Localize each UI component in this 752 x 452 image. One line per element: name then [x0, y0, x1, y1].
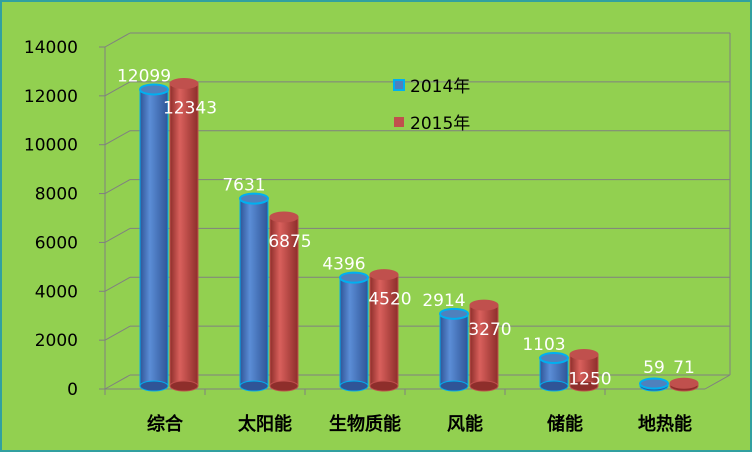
y-tick-label: 14000: [24, 38, 78, 58]
bar-2015年-生物质能: [369, 274, 399, 387]
x-tick-label: 储能: [546, 413, 583, 435]
data-label: 1250: [568, 369, 611, 389]
bar-base: [339, 380, 369, 392]
data-label: 6875: [268, 232, 311, 252]
gridline-depth: [104, 81, 131, 97]
bar-base: [169, 380, 199, 392]
y-tick-label: 8000: [35, 185, 78, 205]
y-tick-label: 0: [67, 380, 78, 400]
gridline-depth: [104, 32, 131, 48]
gridline-depth: [104, 276, 131, 292]
bar-top: [239, 192, 269, 205]
data-label: 1103: [522, 335, 565, 355]
x-tick-label: 地热能: [638, 413, 692, 435]
bar-top: [539, 352, 569, 365]
bar-top: [669, 377, 699, 389]
y-tick-label: 12000: [24, 87, 78, 107]
data-label: 4396: [322, 255, 365, 275]
bar-2014年-太阳能: [239, 198, 269, 387]
data-label: 71: [673, 358, 695, 378]
gridline-depth: [104, 130, 131, 146]
x-tick-label: 太阳能: [238, 413, 292, 435]
x-tick-label: 风能: [447, 413, 483, 435]
legend-label: 2015年: [410, 114, 470, 134]
bar-top: [339, 271, 369, 284]
floor-edge: [704, 374, 731, 390]
gridline-depth: [104, 179, 131, 195]
y-tick-label: 6000: [35, 233, 78, 253]
y-tick-label: 4000: [35, 282, 78, 302]
legend-swatch: [393, 79, 405, 91]
legend-label: 2014年: [410, 77, 470, 97]
y-tick-label: 2000: [35, 331, 78, 351]
data-label: 59: [643, 358, 665, 378]
bar-top: [369, 269, 399, 281]
gridline-depth: [104, 374, 131, 390]
bar-top: [169, 77, 199, 89]
bar-2014年-风能: [439, 313, 469, 387]
bar-base: [439, 380, 469, 392]
bar-base: [269, 380, 299, 392]
bar-base: [539, 380, 569, 392]
data-label: 7631: [222, 176, 265, 196]
bar-2015年-风能: [469, 304, 499, 387]
data-label: 3270: [468, 320, 511, 340]
bar-top: [439, 307, 469, 320]
x-tick-label: 综合: [147, 413, 184, 435]
bar-top: [139, 83, 169, 96]
gridline-depth: [104, 227, 131, 243]
x-tick-label: 生物质能: [329, 413, 401, 435]
bar-top: [269, 211, 299, 223]
legend-swatch: [394, 117, 404, 127]
data-label: 4520: [368, 290, 411, 310]
y-tick-label: 10000: [24, 136, 78, 156]
bar-2014年-生物质能: [339, 277, 369, 387]
bar-base: [569, 380, 599, 392]
bar-base: [139, 380, 169, 392]
data-label: 12099: [117, 66, 171, 86]
bar-top: [569, 348, 599, 360]
bar-base: [239, 380, 269, 392]
bar-base: [369, 380, 399, 392]
bar-top: [469, 299, 499, 311]
bar-base: [469, 380, 499, 392]
bar-2014年-综合: [139, 88, 169, 387]
data-label: 12343: [163, 98, 217, 118]
data-label: 2914: [422, 291, 465, 311]
gridline-depth: [104, 325, 131, 341]
bar-2015年-综合: [169, 82, 199, 387]
bar-top: [639, 377, 669, 390]
